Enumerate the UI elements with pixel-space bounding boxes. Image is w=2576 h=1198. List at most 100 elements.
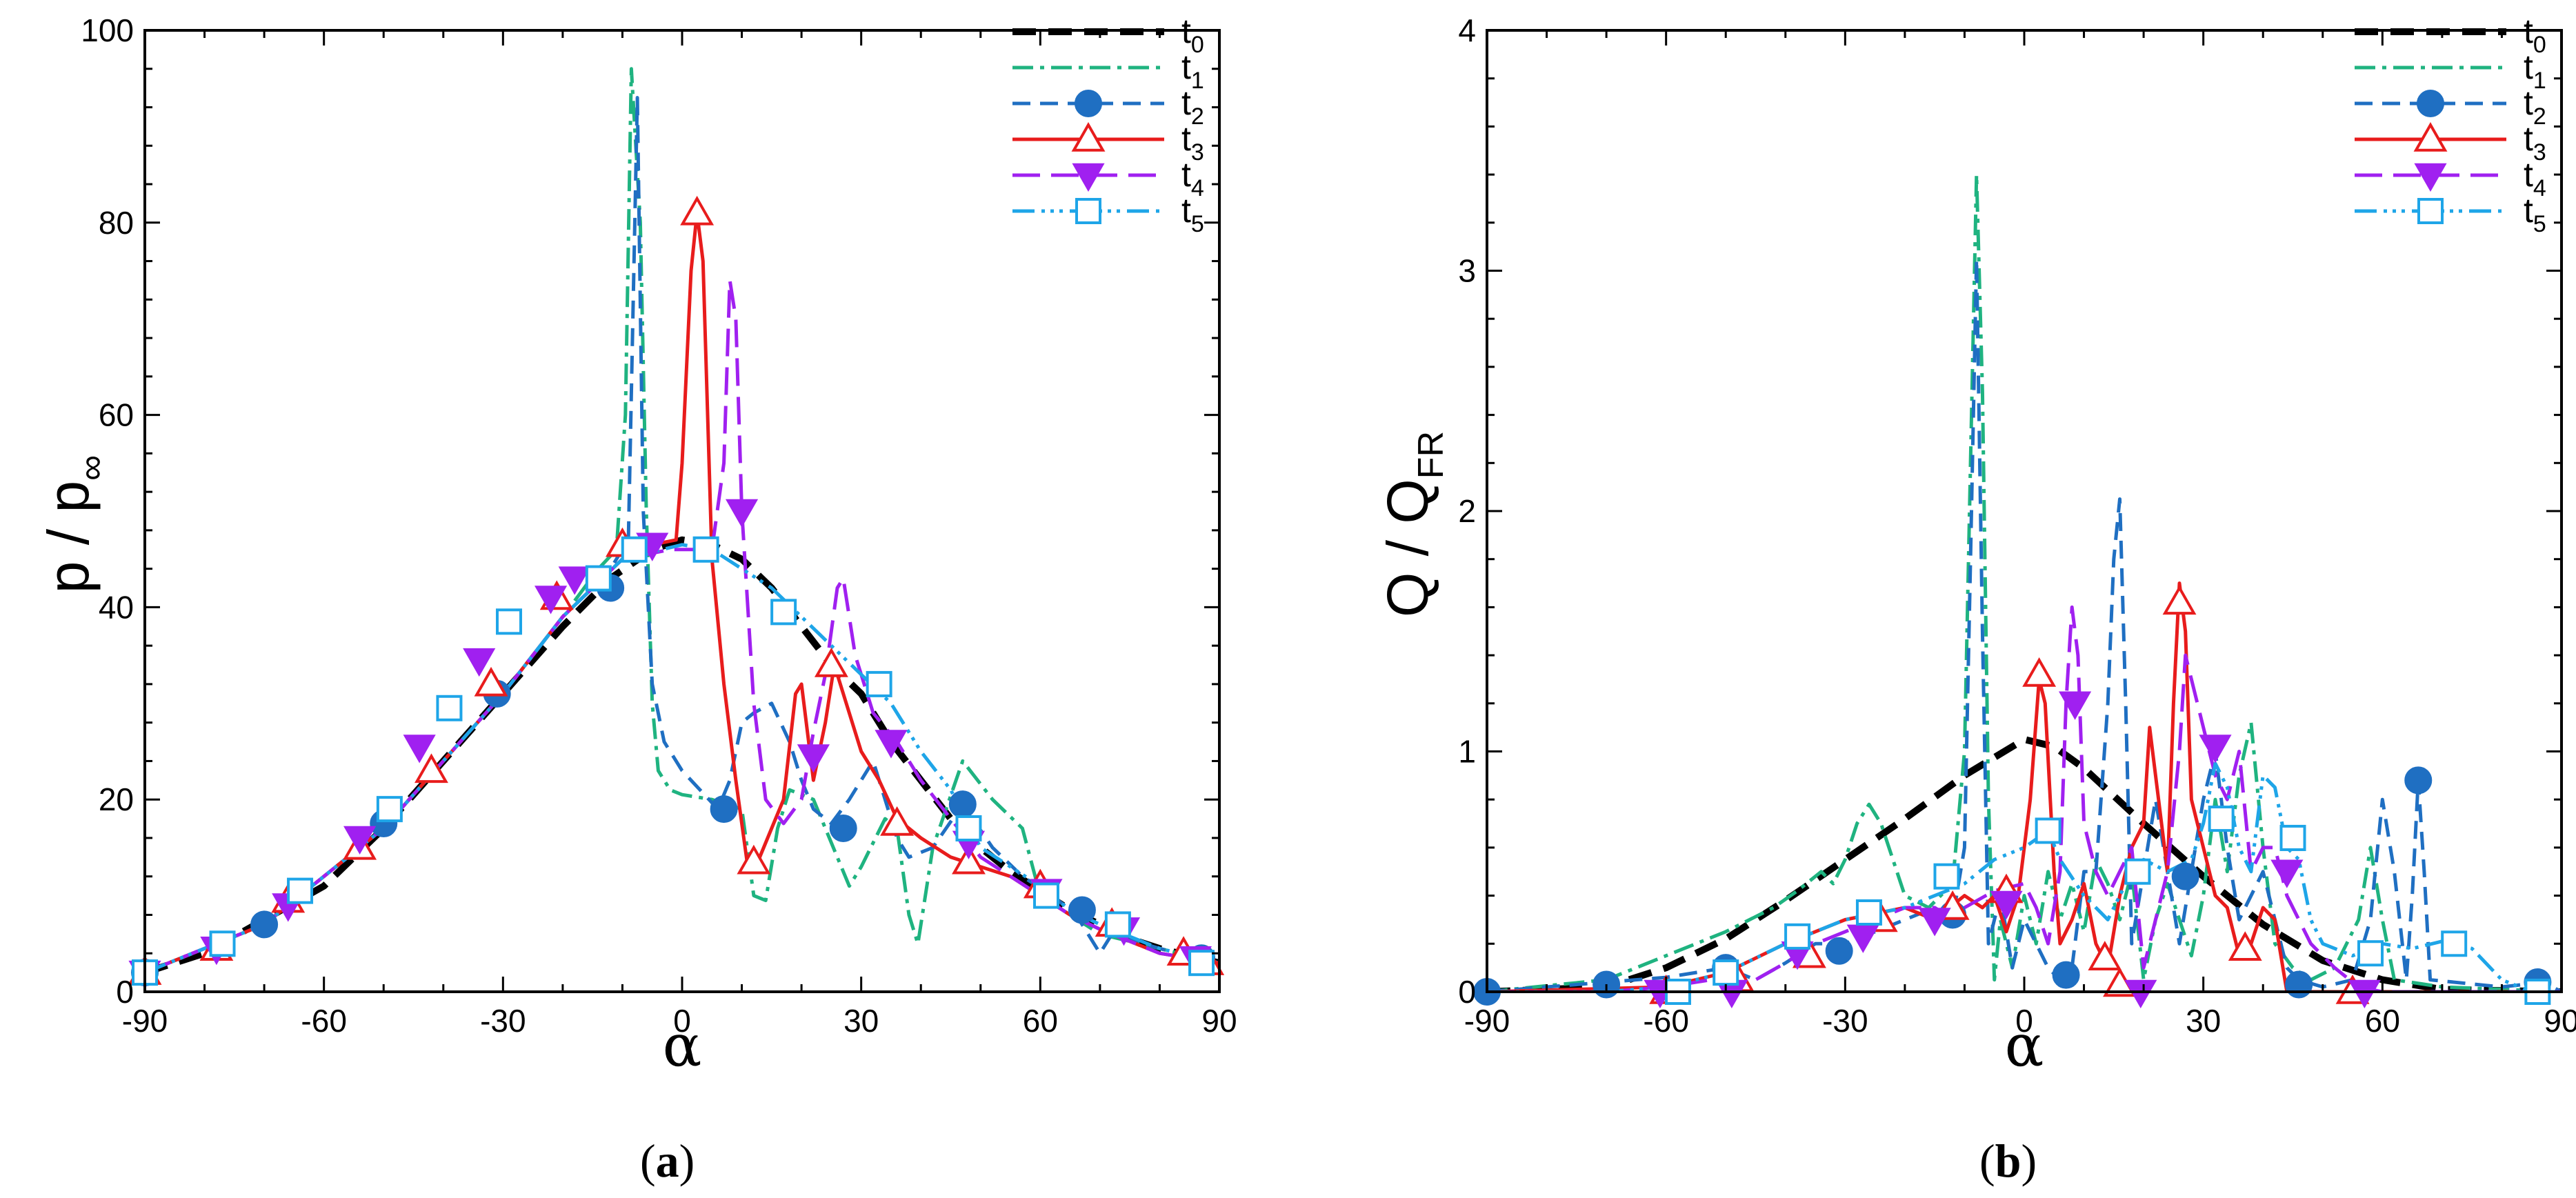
legend-item-t5: t5	[2355, 191, 2546, 237]
marker-t3	[2228, 931, 2262, 961]
x-tick-label: -60	[301, 1003, 346, 1039]
marker-t4	[875, 730, 908, 759]
y-axis-label-sub: ∞	[72, 455, 112, 481]
marker-t5	[2035, 817, 2061, 844]
series-line-t4	[145, 278, 1219, 975]
x-tick-label: 90	[1201, 1003, 1237, 1039]
y-tick-label: 0	[1458, 974, 1476, 1010]
legend-marker-t2	[2417, 90, 2444, 117]
marker-t3	[680, 195, 715, 226]
marker-t4	[2058, 691, 2092, 720]
legend-label-t2: t2	[1181, 83, 1204, 130]
legend-marker-t4	[2414, 163, 2447, 192]
y-tick-label: 20	[99, 781, 134, 817]
marker-t4	[2348, 979, 2381, 1009]
marker-t3	[2088, 941, 2122, 970]
marker-t5	[866, 670, 892, 697]
marker-t2	[2285, 970, 2313, 999]
y-tick-label: 1	[1458, 734, 1476, 770]
legend-marker-t5	[2417, 198, 2444, 224]
legend-label-t1: t1	[2524, 48, 2546, 94]
marker-t5	[436, 695, 463, 721]
legend-item-t0: t0	[1012, 12, 1204, 58]
legend-marker-t3	[2413, 121, 2448, 152]
legend-label-t2: t2	[2524, 83, 2546, 130]
legend-item-t1: t1	[1012, 48, 1204, 94]
y-axis-label-main: p / p	[36, 481, 101, 593]
marker-t5	[2279, 824, 2306, 851]
marker-t5	[692, 536, 719, 563]
y-tick-label: 100	[81, 12, 134, 48]
x-tick-label: -30	[1822, 1003, 1868, 1039]
marker-t5	[495, 608, 522, 635]
marker-t2	[250, 910, 279, 939]
legend-label-t3: t3	[2524, 119, 2546, 166]
marker-t5	[955, 815, 982, 842]
legend-item-t5: t5	[1012, 191, 1204, 237]
series-line-t1	[145, 67, 1219, 975]
marker-t4	[2124, 979, 2157, 1009]
marker-t3	[737, 844, 771, 875]
marker-t3	[415, 753, 448, 783]
marker-t4	[2199, 735, 2232, 763]
y-axis-label-sub: FR	[1411, 431, 1451, 479]
y-tick-label: 60	[99, 397, 134, 433]
marker-t4	[403, 735, 436, 763]
y-tick-label: 0	[116, 974, 134, 1010]
series-line-t5	[145, 543, 1219, 975]
legend-label-t5: t5	[1181, 191, 1204, 237]
x-tick-label: 60	[2365, 1003, 2400, 1039]
legend-item-t1: t1	[2355, 48, 2546, 94]
x-tick-label: 90	[2544, 1003, 2576, 1039]
marker-t2	[1825, 937, 1853, 965]
x-tick-label: -30	[480, 1003, 526, 1039]
legend-marker-t4	[1072, 163, 1105, 192]
legend-item-t0: t0	[2355, 12, 2546, 58]
y-tick-label: 2	[1458, 493, 1476, 529]
marker-t3	[814, 648, 848, 677]
x-tick-label: 0	[673, 1003, 691, 1039]
marker-t5	[376, 796, 403, 823]
legend-item-t3: t3	[2355, 119, 2546, 166]
x-axis-label: α	[2005, 1012, 2044, 1079]
marker-t5	[287, 877, 314, 904]
y-tick-label: 40	[99, 589, 134, 625]
marker-t4	[463, 648, 496, 677]
marker-t3	[2162, 585, 2197, 615]
marker-t5	[621, 536, 648, 563]
legend-item-t2: t2	[1012, 83, 1204, 130]
marker-t3	[474, 666, 508, 697]
marker-t5	[585, 565, 612, 592]
series-markers	[1473, 585, 2552, 1009]
legend-marker-t2	[1075, 90, 1102, 117]
legend-label-t5: t5	[2524, 191, 2546, 237]
marker-t4	[343, 826, 377, 855]
marker-t5	[2441, 930, 2468, 957]
x-tick-label: -90	[1464, 1003, 1510, 1039]
series-markers	[128, 195, 1225, 990]
marker-t5	[1855, 899, 1882, 926]
marker-t2	[2404, 766, 2433, 795]
marker-t5	[2357, 940, 2384, 967]
marker-t5	[1933, 863, 1960, 890]
marker-t2	[829, 815, 857, 843]
marker-t5	[2124, 858, 2151, 885]
marker-t5	[209, 930, 236, 957]
legend-label-t1: t1	[1181, 48, 1204, 94]
axis-ticks: -90 -60 -30 0 30 60 90 0 20 40 60 80 100	[81, 12, 1237, 1039]
legend-label-t0: t0	[1181, 12, 1204, 58]
legend-label-t0: t0	[2524, 12, 2546, 58]
marker-t4	[534, 586, 568, 615]
marker-t3	[880, 806, 915, 836]
axis-ticks: -90 -60 -30 0 30 60 90 0 1 2 3 4	[1458, 12, 2576, 1039]
series-line-t0	[1487, 736, 2562, 992]
legend-item-t4: t4	[1012, 155, 1204, 201]
marker-t4	[1918, 908, 1951, 937]
panel-label-a: (a)	[640, 1135, 695, 1187]
x-tick-label: -90	[122, 1003, 168, 1039]
y-tick-label: 80	[99, 205, 134, 241]
marker-t2	[710, 795, 738, 823]
